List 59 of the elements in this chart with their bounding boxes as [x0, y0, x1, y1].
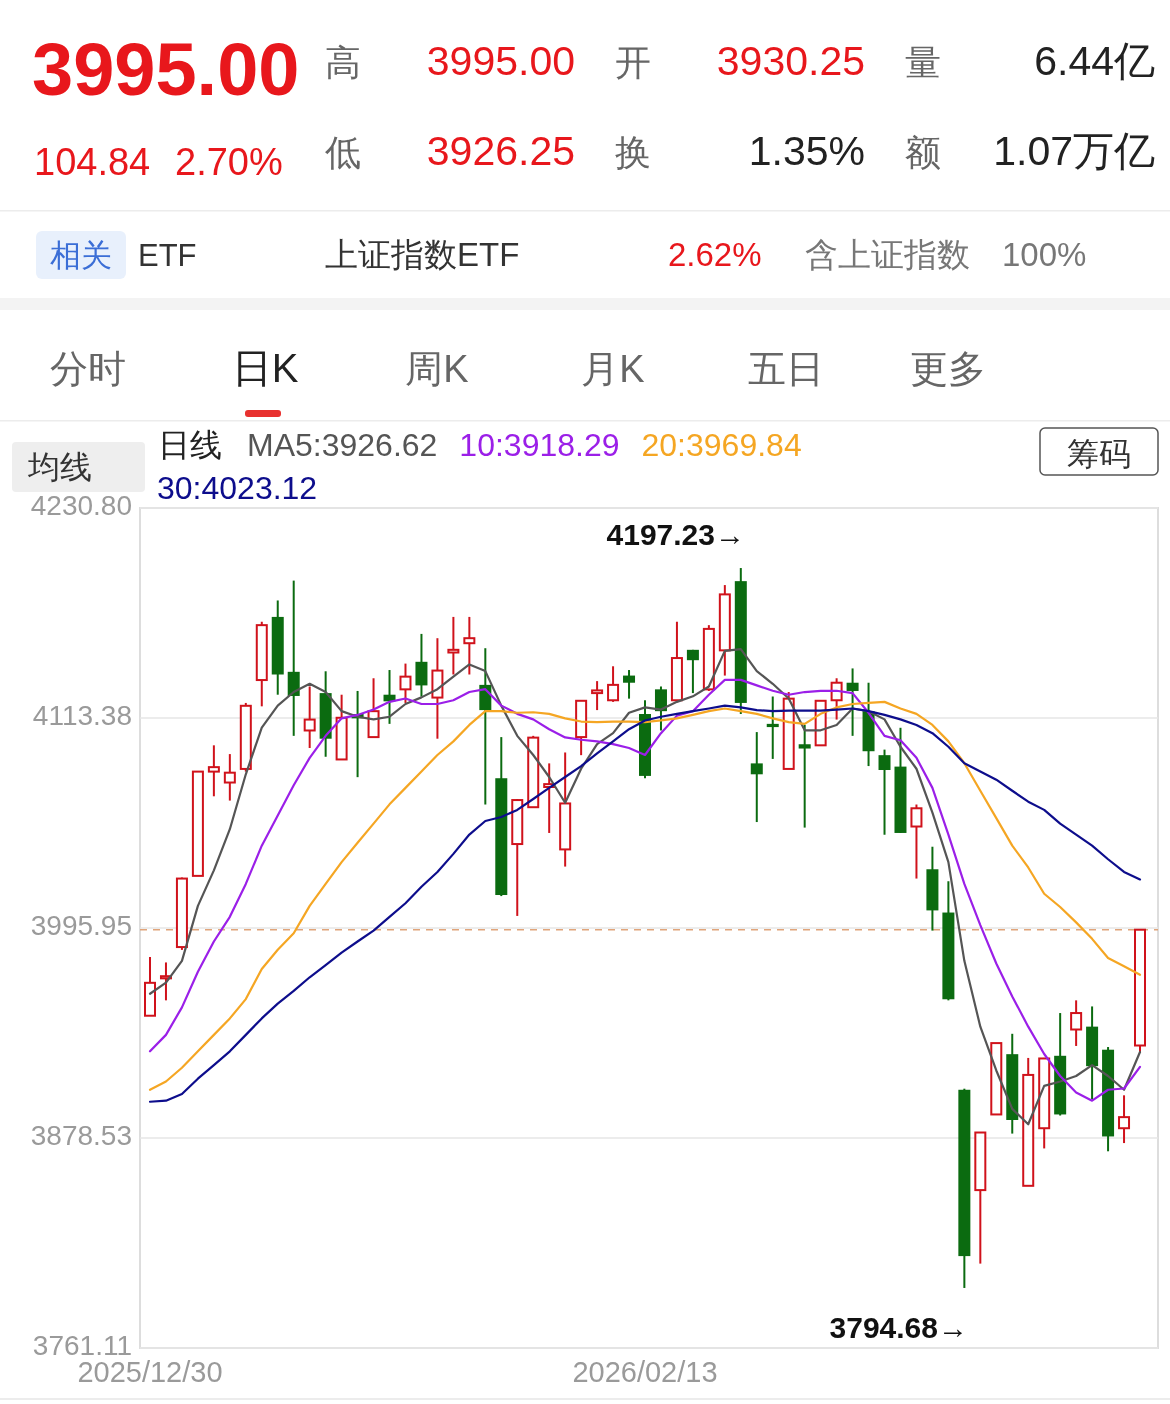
y-tick-label: 4113.38 — [32, 700, 132, 732]
annotation: 3794.68→ — [829, 1311, 968, 1344]
candlestick — [415, 632, 428, 698]
candlestick — [1118, 1094, 1131, 1145]
text: 月K — [581, 348, 645, 390]
candlestick — [1070, 999, 1083, 1047]
candlestick — [447, 615, 460, 676]
candlestick — [798, 723, 811, 829]
candlestick — [623, 669, 636, 700]
text: 20:3969.84 — [641, 427, 802, 463]
y-tick-label: 3878.53 — [30, 1120, 132, 1152]
text: ETF — [138, 238, 197, 273]
text: 量 — [905, 42, 941, 83]
candlestick — [223, 753, 236, 802]
candlestick — [654, 685, 667, 732]
annotation: 4197.23→ — [606, 518, 745, 551]
text: 换 — [615, 132, 651, 173]
candlestick — [846, 667, 859, 737]
candlestick — [750, 731, 763, 824]
text: 2.70% — [175, 141, 283, 183]
text: 6.44亿 — [1034, 38, 1155, 84]
text: 3926.25 — [426, 128, 575, 174]
text: 日K — [231, 346, 299, 390]
text: 含上证指数 — [805, 236, 970, 273]
text: 10:3918.29 — [459, 427, 620, 463]
text: 低 — [325, 132, 361, 173]
candlestick — [207, 744, 220, 798]
candlestick — [559, 751, 572, 868]
candlestick — [878, 748, 891, 836]
text: MA5:3926.62 — [247, 427, 438, 463]
text: 相关 — [50, 238, 112, 273]
text: 30:4023.12 — [157, 470, 318, 506]
text: 上证指数ETF — [325, 236, 520, 273]
y-tick-label: 4230.80 — [30, 490, 132, 522]
text: 3995.00 — [426, 38, 575, 84]
text: 周K — [405, 348, 469, 390]
candlestick — [766, 695, 779, 760]
text: 1.35% — [748, 128, 865, 174]
y-tick-label: 3995.95 — [30, 910, 132, 942]
candlestick — [463, 615, 476, 676]
text: 104.84 — [34, 141, 151, 183]
text: 筹码 — [1067, 436, 1131, 472]
candlestick — [431, 637, 444, 740]
text: 开 — [615, 42, 651, 83]
text: 2.62% — [668, 236, 762, 273]
text: 3930.25 — [716, 38, 865, 84]
x-tick-label: 2026/02/13 — [572, 1356, 718, 1388]
text: 3995.00 — [32, 28, 300, 111]
text: 额 — [905, 132, 941, 173]
text: 1.07万亿 — [993, 128, 1155, 174]
candlestick — [303, 685, 316, 750]
text: 日线 — [158, 427, 222, 463]
text: 五日 — [748, 348, 824, 390]
text: 均线 — [27, 449, 92, 485]
candlestick — [686, 648, 699, 695]
text: 更多 — [910, 348, 986, 390]
text: 高 — [325, 42, 361, 83]
text: 分时 — [50, 348, 126, 390]
text: 100% — [1002, 236, 1087, 273]
